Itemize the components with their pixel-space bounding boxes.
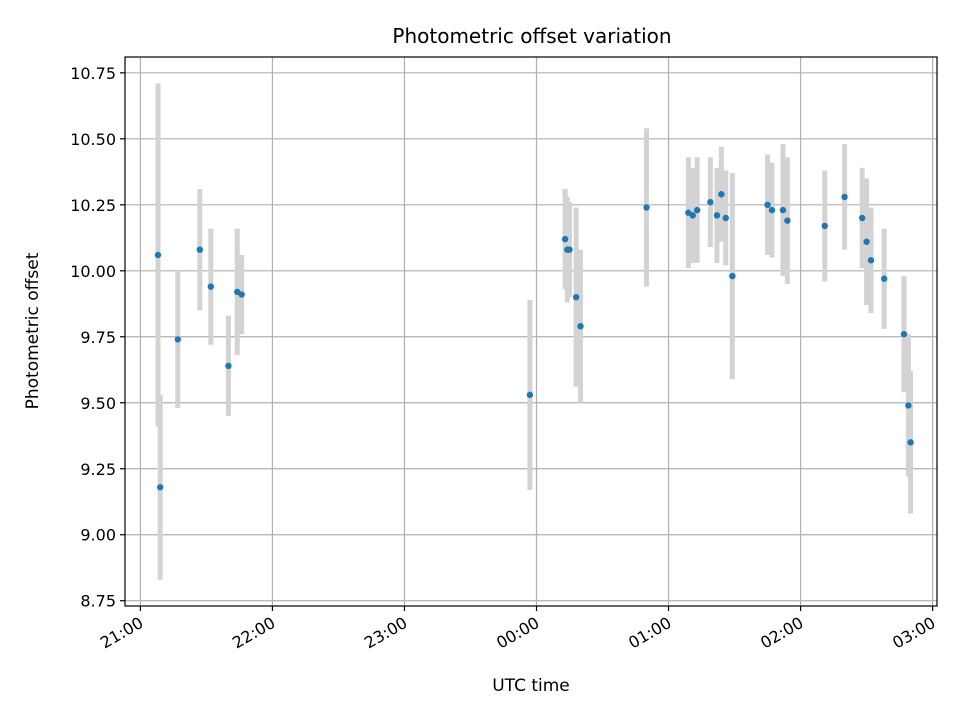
y-tick-label: 10.25	[70, 196, 116, 215]
data-point	[693, 206, 701, 214]
y-tick-label: 9.50	[80, 394, 116, 413]
data-point	[841, 193, 848, 201]
data-point	[238, 291, 245, 298]
data-point	[722, 214, 729, 222]
data-point	[821, 222, 828, 230]
data-point	[867, 257, 875, 264]
data-point	[900, 330, 908, 338]
axes: 8.75 9.00 9.25 9.50 9.75 10.00 10.25 10.50 10.75…	[70, 64, 938, 653]
data-point	[713, 212, 721, 219]
data-point	[643, 204, 650, 211]
data-point	[689, 212, 696, 219]
chart-title: Photometric offset variation	[392, 24, 671, 48]
data-point	[577, 323, 584, 330]
x-tick-label: 00:00	[493, 613, 542, 653]
data-point	[561, 235, 569, 243]
data-point	[764, 201, 771, 209]
plot-frame	[124, 56, 938, 607]
y-tick-label: 9.75	[80, 328, 116, 347]
data-point	[707, 198, 714, 206]
data-point	[768, 206, 776, 214]
data-point	[907, 439, 914, 446]
data-point	[526, 391, 534, 399]
x-axis-title: UTC time	[492, 676, 570, 696]
data-point	[157, 484, 164, 491]
y-tick-label: 10.00	[70, 262, 116, 281]
y-tick-label: 10.75	[70, 64, 116, 83]
y-tick-label: 9.00	[80, 526, 116, 545]
data-point	[858, 214, 866, 222]
x-tick-label: 23:00	[361, 613, 410, 653]
x-tick-label: 03:00	[889, 613, 938, 653]
data-point	[196, 246, 204, 253]
data-point	[207, 283, 215, 290]
x-tick-label: 01:00	[625, 613, 674, 653]
data-point	[729, 272, 736, 280]
error-bars	[155, 83, 914, 580]
data-points	[154, 191, 914, 491]
data-point	[718, 191, 725, 198]
data-point	[784, 217, 791, 224]
y-tick-label: 8.75	[80, 592, 116, 611]
x-tick-label: 02:00	[757, 613, 806, 653]
x-tick-label: 22:00	[229, 613, 278, 653]
x-tick-label: 21:00	[97, 613, 146, 653]
y-tick-label: 10.50	[70, 130, 116, 149]
data-point	[905, 402, 912, 409]
data-point	[863, 238, 870, 245]
data-point	[225, 362, 232, 370]
data-point	[566, 246, 573, 253]
data-point	[174, 336, 182, 343]
data-point	[880, 275, 888, 282]
data-point	[154, 251, 162, 259]
data-point	[572, 293, 580, 301]
y-tick-label: 9.25	[80, 460, 116, 479]
y-axis-title: Photometric offset	[23, 252, 43, 409]
data-point	[779, 206, 787, 214]
